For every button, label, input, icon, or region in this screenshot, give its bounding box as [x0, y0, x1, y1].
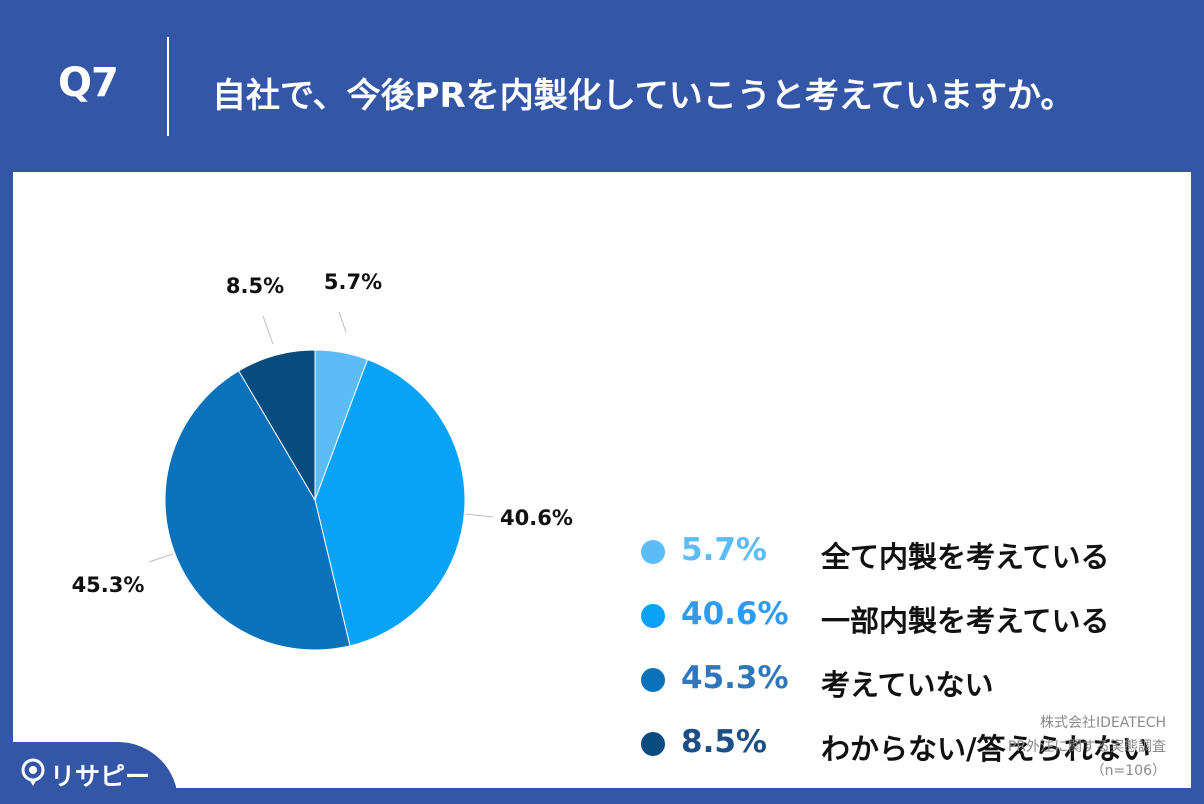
legend-percent: 8.5%: [681, 724, 767, 760]
legend-percent: 40.6%: [681, 596, 789, 632]
legend-item: 8.5% わからない/答えられない: [641, 720, 1181, 784]
map-pin-icon: [21, 758, 45, 786]
question-number: Q7: [58, 60, 119, 106]
legend-percent: 5.7%: [681, 532, 767, 568]
legend-percent: 45.3%: [681, 660, 789, 696]
source-survey: PR外注に関する実態調査: [1007, 739, 1166, 755]
data-label-leader-line: [148, 553, 174, 563]
data-label: 45.3%: [72, 573, 145, 597]
source-sample-size: （n=106）: [1090, 763, 1166, 779]
legend-label: わからない/答えられない: [821, 732, 1151, 766]
logo-text: リサピー: [50, 762, 151, 791]
legend-label: 全て内製を考えている: [821, 540, 1110, 574]
data-label: 40.6%: [500, 506, 573, 530]
legend-label: 一部内製を考えている: [821, 604, 1110, 638]
legend: 5.7% 全て内製を考えている 40.6% 一部内製を考えている 45.3% 考…: [641, 528, 1181, 784]
source-note: 株式会社IDEATECH PR外注に関する実態調査 （n=106）: [846, 711, 1166, 783]
pie-chart: 5.7% 40.6% 45.3% 8.5%: [72, 270, 573, 651]
pie-slice: [164, 370, 351, 651]
data-label: 5.7%: [324, 270, 382, 294]
header: Q7 自社で、今後PRを内製化していこうと考えていますか。: [0, 0, 1204, 172]
data-label-leader-line: [338, 311, 347, 333]
legend-item: 40.6% 一部内製を考えている: [641, 592, 1181, 656]
legend-swatch: [641, 732, 665, 756]
legend-swatch: [641, 540, 665, 564]
data-label-leader-line: [464, 513, 494, 518]
legend-item: 45.3% 考えていない: [641, 656, 1181, 720]
pie-slice: [314, 358, 466, 647]
question-title: 自社で、今後PRを内製化していこうと考えていますか。: [212, 76, 1075, 116]
legend-item: 5.7% 全て内製を考えている: [641, 528, 1181, 592]
pie-slice: [238, 349, 316, 502]
logo: リサピー: [0, 742, 178, 804]
legend-label: 考えていない: [821, 668, 994, 702]
source-company: 株式会社IDEATECH: [1040, 715, 1166, 731]
data-label: 8.5%: [226, 274, 284, 298]
chart-panel: 5.7% 40.6% 45.3% 8.5% 5.7% 全て内製を考えている 40.6%…: [13, 172, 1191, 788]
legend-swatch: [641, 668, 665, 692]
legend-swatch: [641, 604, 665, 628]
header-divider: [167, 37, 169, 136]
data-label-leader-line: [262, 315, 274, 345]
